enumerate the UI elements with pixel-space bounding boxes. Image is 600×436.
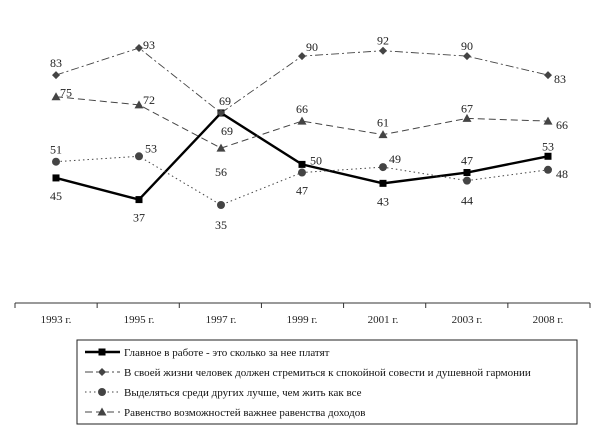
data-label: 92 — [377, 34, 389, 48]
data-point — [135, 196, 143, 204]
data-label: 50 — [310, 153, 322, 167]
data-label: 56 — [215, 165, 227, 179]
data-point — [52, 71, 60, 80]
legend-item: Главное в работе - это сколько за нее пл… — [85, 347, 330, 359]
legend-label: Выделяться среди других лучше, чем жить … — [124, 387, 362, 399]
data-label: 69 — [219, 94, 231, 108]
x-tick-label: 1993 г. — [41, 314, 72, 326]
data-point — [298, 168, 306, 177]
data-point — [463, 176, 471, 185]
data-point — [378, 130, 388, 139]
data-point — [217, 201, 225, 209]
legend-box — [76, 339, 578, 425]
legend-swatch-marker — [98, 348, 106, 356]
data-label: 44 — [461, 194, 473, 208]
data-label: 67 — [461, 101, 473, 115]
data-label: 83 — [50, 56, 62, 70]
x-tick-label: 1995 г. — [124, 314, 155, 326]
data-label: 47 — [461, 154, 473, 168]
data-point — [52, 174, 60, 182]
x-tick-label: 2008 г. — [533, 314, 564, 326]
data-label: 43 — [377, 194, 389, 208]
data-point — [463, 52, 471, 61]
series-2: 83 93 69 90 92 90 83 — [50, 34, 566, 138]
x-tick-label: 1997 г. — [206, 314, 237, 326]
data-label: 35 — [215, 218, 227, 232]
data-point — [544, 152, 552, 160]
data-point — [379, 163, 387, 172]
data-point — [379, 46, 387, 55]
data-point — [52, 157, 60, 166]
data-label: 75 — [60, 86, 72, 100]
series-3: 51 53 35 47 49 44 48 — [50, 141, 568, 232]
legend-item: В своей жизни человек должен стремиться … — [85, 367, 531, 379]
data-label: 83 — [554, 72, 566, 86]
data-label: 53 — [542, 139, 554, 153]
data-label: 49 — [389, 152, 401, 166]
data-label: 61 — [377, 116, 389, 130]
legend-swatch-marker — [98, 368, 106, 376]
legend-label: Равенство возможностей важнее равенства … — [124, 407, 365, 419]
data-point — [51, 92, 61, 101]
x-tick-label: 2003 г. — [452, 314, 483, 326]
data-point — [543, 116, 553, 125]
data-label: 45 — [50, 189, 62, 203]
data-label: 72 — [143, 93, 155, 107]
data-point — [297, 116, 307, 125]
data-label: 90 — [306, 40, 318, 54]
plot-area: 45 37 69 50 43 47 53 83 93 69 90 92 90 83 51 53 35 47 49 44… — [50, 34, 568, 232]
data-label: 37 — [133, 211, 145, 225]
data-point — [298, 160, 306, 168]
legend-swatch-marker — [98, 388, 106, 396]
legend-swatch-marker — [97, 407, 107, 416]
data-point — [135, 152, 143, 161]
legend-item: Равенство возможностей важнее равенства … — [85, 407, 365, 419]
data-point — [463, 169, 471, 177]
data-label: 53 — [145, 141, 157, 155]
data-point — [134, 100, 144, 109]
data-point — [216, 143, 226, 152]
legend: Главное в работе - это сколько за нее пл… — [76, 339, 578, 425]
legend-label: Главное в работе - это сколько за нее пл… — [124, 347, 330, 359]
series-4: 75 72 56 66 61 67 66 — [51, 86, 568, 179]
legend-item: Выделяться среди других лучше, чем жить … — [85, 387, 362, 399]
data-point — [544, 165, 552, 174]
data-point — [544, 71, 552, 80]
data-label: 69 — [221, 124, 233, 138]
legend-label: В своей жизни человек должен стремиться … — [124, 367, 531, 379]
data-point — [135, 44, 143, 52]
data-label: 90 — [461, 39, 473, 53]
data-label: 66 — [556, 118, 568, 132]
x-tick-label: 1999 г. — [287, 314, 318, 326]
x-tick-label: 2001 г. — [368, 314, 399, 326]
data-point — [379, 179, 387, 187]
data-point — [462, 113, 472, 122]
x-axis: 1993 г. 1995 г. 1997 г. 1999 г. 2001 г. 2003 … — [14, 302, 591, 326]
data-label: 93 — [143, 38, 155, 52]
data-point — [298, 52, 306, 61]
data-label: 47 — [296, 184, 308, 198]
data-label: 48 — [556, 167, 568, 181]
data-point — [217, 108, 225, 117]
data-label: 51 — [50, 143, 62, 157]
data-label: 66 — [296, 102, 308, 116]
